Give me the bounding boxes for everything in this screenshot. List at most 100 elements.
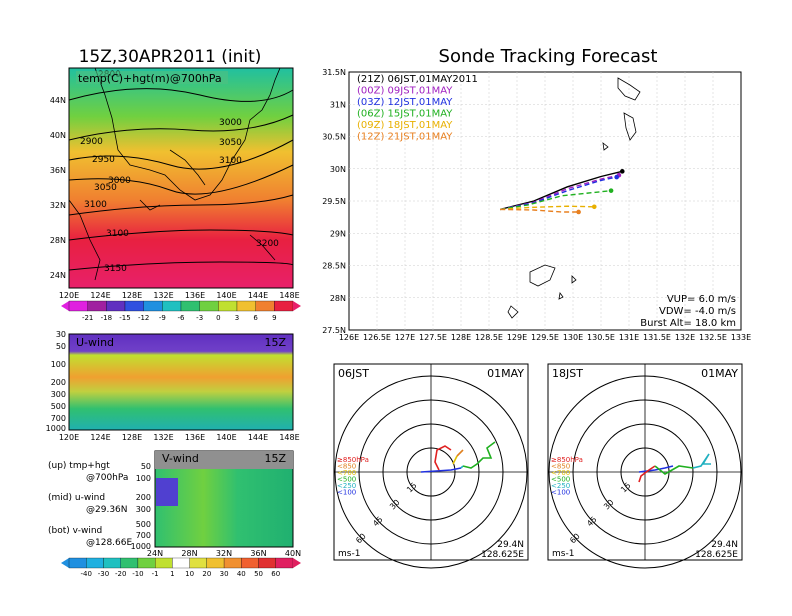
colorbar-swatch	[223, 557, 242, 569]
hodograph-trace	[654, 465, 694, 475]
colorbar-tick-label: -6	[178, 314, 186, 322]
hodograph-date: 01MAY	[487, 367, 524, 380]
vwind-colorbar: -40 -30 -20 -10 -1 1 10 20 30 40 50 60	[61, 557, 301, 578]
level-legend-entry: <700	[551, 469, 570, 477]
note-up-level: @700hPa	[86, 473, 128, 483]
lon-tick-label: 140E	[216, 291, 236, 300]
colorbar-swatch	[258, 557, 276, 569]
pressure-tick-label: 30	[56, 330, 66, 339]
lat-tick-label: 30.5N	[322, 133, 346, 142]
map-colorbar: -21 -18 -15 -12 -9 -6 -3 0 3 6 9	[61, 300, 301, 322]
hodograph-trace	[638, 465, 656, 483]
contour-label: 3150	[104, 264, 127, 274]
level-legend-entry: ≥850hPa	[551, 456, 583, 464]
colorbar-tick-label: 20	[202, 570, 211, 578]
colorbar-arrow	[61, 301, 69, 311]
colorbar-swatch	[137, 557, 156, 569]
burst-point	[614, 174, 619, 180]
lat-tick-label: 28N	[330, 294, 346, 303]
contour-label: 3100	[106, 229, 129, 239]
lat-tick-label: 28N	[50, 236, 66, 245]
lon-tick-label: 126E	[339, 333, 359, 342]
colorbar-tick-label: 0	[216, 314, 220, 322]
pressure-tick-label: 500	[51, 402, 66, 411]
colorbar-swatch	[124, 300, 144, 312]
note-up: (up) tmp+hgt	[48, 461, 110, 471]
colorbar-swatch	[155, 557, 173, 569]
note-bot: (bot) v-wind	[48, 526, 102, 536]
colorbar-arrow	[61, 558, 69, 568]
lat-tick-label: 40N	[285, 549, 301, 558]
left-title: 15Z,30APR2011 (init)	[79, 47, 262, 67]
legend-entry: (21Z) 06JST,01MAY2011	[357, 74, 478, 85]
colorbar-swatch	[120, 557, 139, 569]
lon-tick-label: 131.5E	[643, 333, 671, 342]
colorbar-arrow	[293, 301, 301, 311]
legend-entry: (09Z) 18JST,01MAY	[357, 120, 453, 131]
uwind-label: U-wind	[76, 336, 114, 349]
track-lines	[500, 169, 625, 215]
colorbar-tick-label: -18	[101, 314, 112, 322]
hodograph-trace	[462, 441, 496, 469]
colorbar-swatch	[172, 557, 190, 569]
lat-tick-label: 27.5N	[322, 326, 346, 335]
burst-point	[576, 209, 581, 215]
lat-tick-label: 31N	[330, 100, 346, 109]
vwind-negative-core	[156, 478, 178, 506]
colorbar-labels: -40 -30 -20 -10 -1 1 10 20 30 40 50 60	[81, 570, 281, 578]
contour-label: 3100	[84, 200, 107, 210]
colorbar-swatch	[206, 557, 225, 569]
contour-label: 3050	[94, 183, 117, 193]
colorbar-tick-label: 3	[235, 314, 239, 322]
track-series-line	[500, 208, 579, 213]
hodograph-trace	[452, 455, 458, 465]
vup-param: VUP= 6.0 m/s	[667, 294, 736, 305]
note-mid-level: @29.36N	[86, 505, 128, 515]
colorbar-swatch	[106, 300, 126, 312]
colorbar-tick-label: -12	[138, 314, 149, 322]
vwind-pressure-axis: 50 100 200 300 500 700 1000	[131, 462, 151, 551]
contour-label: 3000	[108, 176, 131, 186]
burst-point	[619, 169, 625, 174]
colorbar-swatch	[255, 300, 275, 312]
lat-tick-label: 32N	[216, 549, 232, 558]
colorbar-swatch	[103, 557, 121, 569]
contour-label: 2950	[92, 155, 115, 165]
lat-tick-label: 29N	[330, 229, 346, 238]
colorbar-swatch	[274, 300, 294, 312]
lat-tick-label: 24N	[147, 549, 163, 558]
legend-entry: (06Z) 15JST,01MAY	[357, 109, 453, 120]
map-lon-axis: 120E 124E 128E 132E 136E 140E 144E 148E	[59, 291, 300, 300]
level-legend: ≥850hPa<850<700<500<250<100	[551, 456, 583, 497]
lon-tick-label: 144E	[248, 291, 268, 300]
track-series-line	[500, 205, 595, 211]
lat-tick-label: 44N	[50, 96, 66, 105]
uwind-lon-axis: 120E 124E 128E 132E 136E 140E 144E 148E	[59, 433, 300, 442]
hodograph-unit: ms-1	[338, 549, 360, 559]
colorbar-tick-label: -1	[152, 570, 159, 578]
burst-param: Burst Alt= 18.0 km	[640, 318, 736, 329]
colorbar-labels: -21 -18 -15 -12 -9 -6 -3 0 3 6 9	[82, 314, 277, 322]
pressure-tick-label: 1000	[46, 424, 66, 433]
lat-tick-label: 28N	[181, 549, 197, 558]
lat-tick-label: 30N	[330, 165, 346, 174]
track-lat-axis: 31.5N 31N 30.5N 30N 29.5N 29N 28.5N 28N 27.5N	[322, 68, 346, 335]
lat-tick-label: 31.5N	[322, 68, 346, 77]
colorbar-swatch	[275, 557, 294, 569]
lon-tick-label: 136E	[185, 433, 205, 442]
lon-tick-label: 136E	[185, 291, 205, 300]
lat-tick-label: 32N	[50, 201, 66, 210]
right-title: Sonde Tracking Forecast	[439, 46, 658, 67]
lat-tick-label: 29.5N	[322, 197, 346, 206]
colorbar-swatch	[236, 300, 256, 312]
track-legend: (21Z) 06JST,01MAY2011(00Z) 09JST,01MAY(0…	[357, 74, 478, 143]
island-outlines	[507, 77, 641, 319]
colorbar-tick-label: -15	[119, 314, 130, 322]
colorbar-tick-label: -10	[132, 570, 143, 578]
colorbar-tick-label: 6	[253, 314, 258, 322]
legend-entry: (03Z) 12JST,01MAY	[357, 97, 453, 108]
